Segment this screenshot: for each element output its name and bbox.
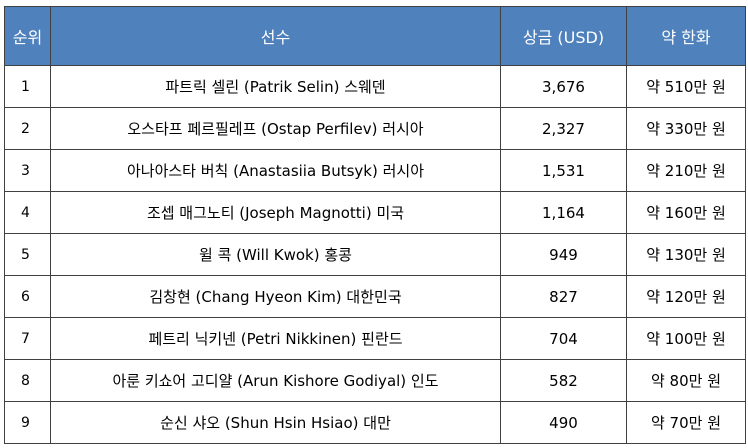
krw-cell: 약 130만 원 [626, 233, 746, 276]
prize-cell: 1,531 [500, 149, 627, 192]
player-cell: 파트릭 셀린 (Patrik Selin) 스웨덴 [50, 65, 501, 108]
krw-cell: 약 510만 원 [626, 65, 746, 108]
prize-cell: 1,164 [500, 191, 627, 234]
rank-cell: 4 [4, 191, 51, 234]
krw-cell: 약 100만 원 [626, 317, 746, 360]
player-cell: 페트리 닉키넨 (Petri Nikkinen) 핀란드 [50, 317, 501, 360]
rank-cell: 3 [4, 149, 51, 192]
player-cell: 김창현 (Chang Hyeon Kim) 대한민국 [50, 275, 501, 318]
player-cell: 오스타프 페르필레프 (Ostap Perfilev) 러시아 [50, 107, 501, 150]
table-row: 8 아룬 키쇼어 고디얄 (Arun Kishore Godiyal) 인도 5… [4, 359, 746, 402]
rank-cell: 6 [4, 275, 51, 318]
player-cell: 아나아스타 버칙 (Anastasiia Butsyk) 러시아 [50, 149, 501, 192]
prize-cell: 490 [500, 401, 627, 444]
rank-cell: 8 [4, 359, 51, 402]
prize-cell: 827 [500, 275, 627, 318]
table-row: 7 페트리 닉키넨 (Petri Nikkinen) 핀란드 704 약 100… [4, 317, 746, 360]
table-row: 1 파트릭 셀린 (Patrik Selin) 스웨덴 3,676 약 510만… [4, 65, 746, 108]
rank-cell: 7 [4, 317, 51, 360]
prize-cell: 949 [500, 233, 627, 276]
krw-cell: 약 160만 원 [626, 191, 746, 234]
player-cell: 순신 샤오 (Shun Hsin Hsiao) 대만 [50, 401, 501, 444]
prize-cell: 3,676 [500, 65, 627, 108]
header-prize: 상금 (USD) [500, 6, 627, 66]
table-body: 1 파트릭 셀린 (Patrik Selin) 스웨덴 3,676 약 510만… [4, 65, 746, 444]
table-row: 6 김창현 (Chang Hyeon Kim) 대한민국 827 약 120만 … [4, 275, 746, 318]
rank-cell: 5 [4, 233, 51, 276]
table-row: 3 아나아스타 버칙 (Anastasiia Butsyk) 러시아 1,531… [4, 149, 746, 192]
krw-cell: 약 70만 원 [626, 401, 746, 444]
table-row: 5 윌 콕 (Will Kwok) 홍콩 949 약 130만 원 [4, 233, 746, 276]
header-player: 선수 [50, 6, 501, 66]
rank-cell: 2 [4, 107, 51, 150]
table-header: 순위 선수 상금 (USD) 약 한화 [4, 6, 746, 66]
table-row: 9 순신 샤오 (Shun Hsin Hsiao) 대만 490 약 70만 원 [4, 401, 746, 444]
krw-cell: 약 120만 원 [626, 275, 746, 318]
rank-cell: 9 [4, 401, 51, 444]
header-krw: 약 한화 [626, 6, 746, 66]
prize-cell: 2,327 [500, 107, 627, 150]
player-cell: 윌 콕 (Will Kwok) 홍콩 [50, 233, 501, 276]
krw-cell: 약 330만 원 [626, 107, 746, 150]
header-row: 순위 선수 상금 (USD) 약 한화 [4, 6, 746, 66]
rank-cell: 1 [4, 65, 51, 108]
prize-ranking-table: 순위 선수 상금 (USD) 약 한화 1 파트릭 셀린 (Patrik Sel… [4, 6, 746, 444]
krw-cell: 약 80만 원 [626, 359, 746, 402]
player-cell: 조셉 매그노티 (Joseph Magnotti) 미국 [50, 191, 501, 234]
krw-cell: 약 210만 원 [626, 149, 746, 192]
prize-cell: 704 [500, 317, 627, 360]
prize-cell: 582 [500, 359, 627, 402]
table-row: 2 오스타프 페르필레프 (Ostap Perfilev) 러시아 2,327 … [4, 107, 746, 150]
player-cell: 아룬 키쇼어 고디얄 (Arun Kishore Godiyal) 인도 [50, 359, 501, 402]
table-row: 4 조셉 매그노티 (Joseph Magnotti) 미국 1,164 약 1… [4, 191, 746, 234]
header-rank: 순위 [4, 6, 51, 66]
